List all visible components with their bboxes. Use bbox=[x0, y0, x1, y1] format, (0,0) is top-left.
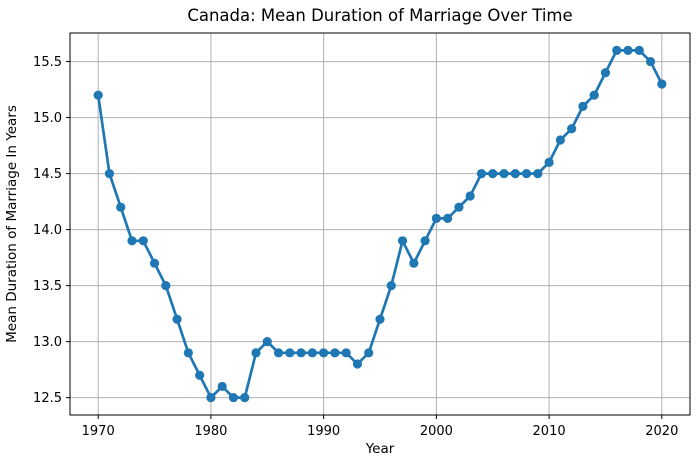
x-axis-label: Year bbox=[365, 441, 395, 457]
data-point bbox=[262, 337, 272, 347]
axis-ticks bbox=[66, 61, 663, 419]
data-point bbox=[149, 258, 160, 268]
data-point bbox=[352, 359, 363, 369]
data-point bbox=[206, 393, 216, 403]
data-point bbox=[116, 202, 126, 212]
data-point bbox=[612, 45, 622, 55]
data-point bbox=[488, 168, 498, 179]
data-point bbox=[623, 45, 633, 55]
data-point bbox=[285, 348, 295, 358]
y-tick-label: 14.5 bbox=[33, 167, 62, 182]
y-tick-labels: 12.5 13.0 13.5 14.0 14.5 15.0 15.5 bbox=[33, 55, 62, 406]
data-point bbox=[273, 348, 284, 358]
y-tick-label: 14.0 bbox=[33, 223, 62, 238]
data-line bbox=[96, 49, 664, 399]
data-point bbox=[567, 124, 577, 134]
data-point bbox=[409, 258, 419, 268]
data-point bbox=[645, 56, 656, 67]
data-point bbox=[217, 381, 227, 392]
data-point bbox=[555, 135, 565, 145]
y-tick-label: 13.5 bbox=[33, 279, 62, 294]
y-tick-label: 15.0 bbox=[33, 111, 62, 126]
plot-border bbox=[69, 32, 691, 416]
data-point bbox=[465, 191, 475, 201]
data-point bbox=[161, 281, 171, 291]
data-point bbox=[420, 236, 430, 246]
x-tick-label: 1970 bbox=[82, 424, 115, 439]
data-point bbox=[589, 90, 599, 100]
data-point bbox=[195, 370, 205, 380]
data-point bbox=[364, 348, 374, 358]
data-point bbox=[578, 101, 588, 111]
data-point bbox=[296, 348, 306, 358]
data-point bbox=[454, 202, 464, 212]
x-tick-label: 2000 bbox=[420, 424, 453, 439]
chart-title: Canada: Mean Duration of Marriage Over T… bbox=[187, 6, 572, 25]
data-point bbox=[240, 393, 250, 403]
data-point bbox=[228, 393, 239, 403]
data-point bbox=[104, 168, 115, 179]
y-tick-label: 15.5 bbox=[33, 55, 62, 70]
data-point bbox=[375, 314, 385, 324]
data-point bbox=[510, 168, 520, 179]
x-tick-label: 2010 bbox=[533, 424, 566, 439]
data-point bbox=[499, 168, 509, 179]
x-tick-label: 1980 bbox=[194, 424, 227, 439]
gridlines bbox=[70, 33, 690, 415]
data-point bbox=[634, 45, 644, 55]
data-point bbox=[251, 348, 261, 358]
data-point bbox=[431, 213, 441, 223]
data-point bbox=[386, 281, 396, 291]
data-point bbox=[657, 79, 667, 89]
x-tick-label: 2020 bbox=[645, 424, 678, 439]
data-point bbox=[443, 213, 453, 223]
data-point bbox=[341, 348, 351, 358]
data-point bbox=[138, 236, 148, 246]
data-point bbox=[183, 348, 193, 358]
data-point bbox=[93, 90, 103, 100]
data-point bbox=[544, 157, 554, 167]
data-point bbox=[533, 168, 543, 179]
y-tick-label: 12.5 bbox=[33, 391, 62, 406]
data-point bbox=[319, 348, 329, 358]
y-axis-label: Mean Duration of Marriage In Years bbox=[4, 105, 20, 343]
data-point bbox=[127, 236, 137, 246]
data-point bbox=[521, 168, 532, 179]
y-tick-label: 13.0 bbox=[33, 335, 62, 350]
data-point bbox=[172, 314, 182, 324]
data-series bbox=[93, 45, 667, 403]
data-point bbox=[330, 348, 340, 358]
data-point bbox=[307, 348, 317, 358]
data-point bbox=[600, 68, 611, 78]
x-tick-labels: 1970 1980 1990 2000 2010 2020 bbox=[82, 424, 679, 439]
data-point bbox=[397, 236, 408, 246]
data-point bbox=[476, 168, 487, 179]
x-tick-label: 1990 bbox=[307, 424, 340, 439]
